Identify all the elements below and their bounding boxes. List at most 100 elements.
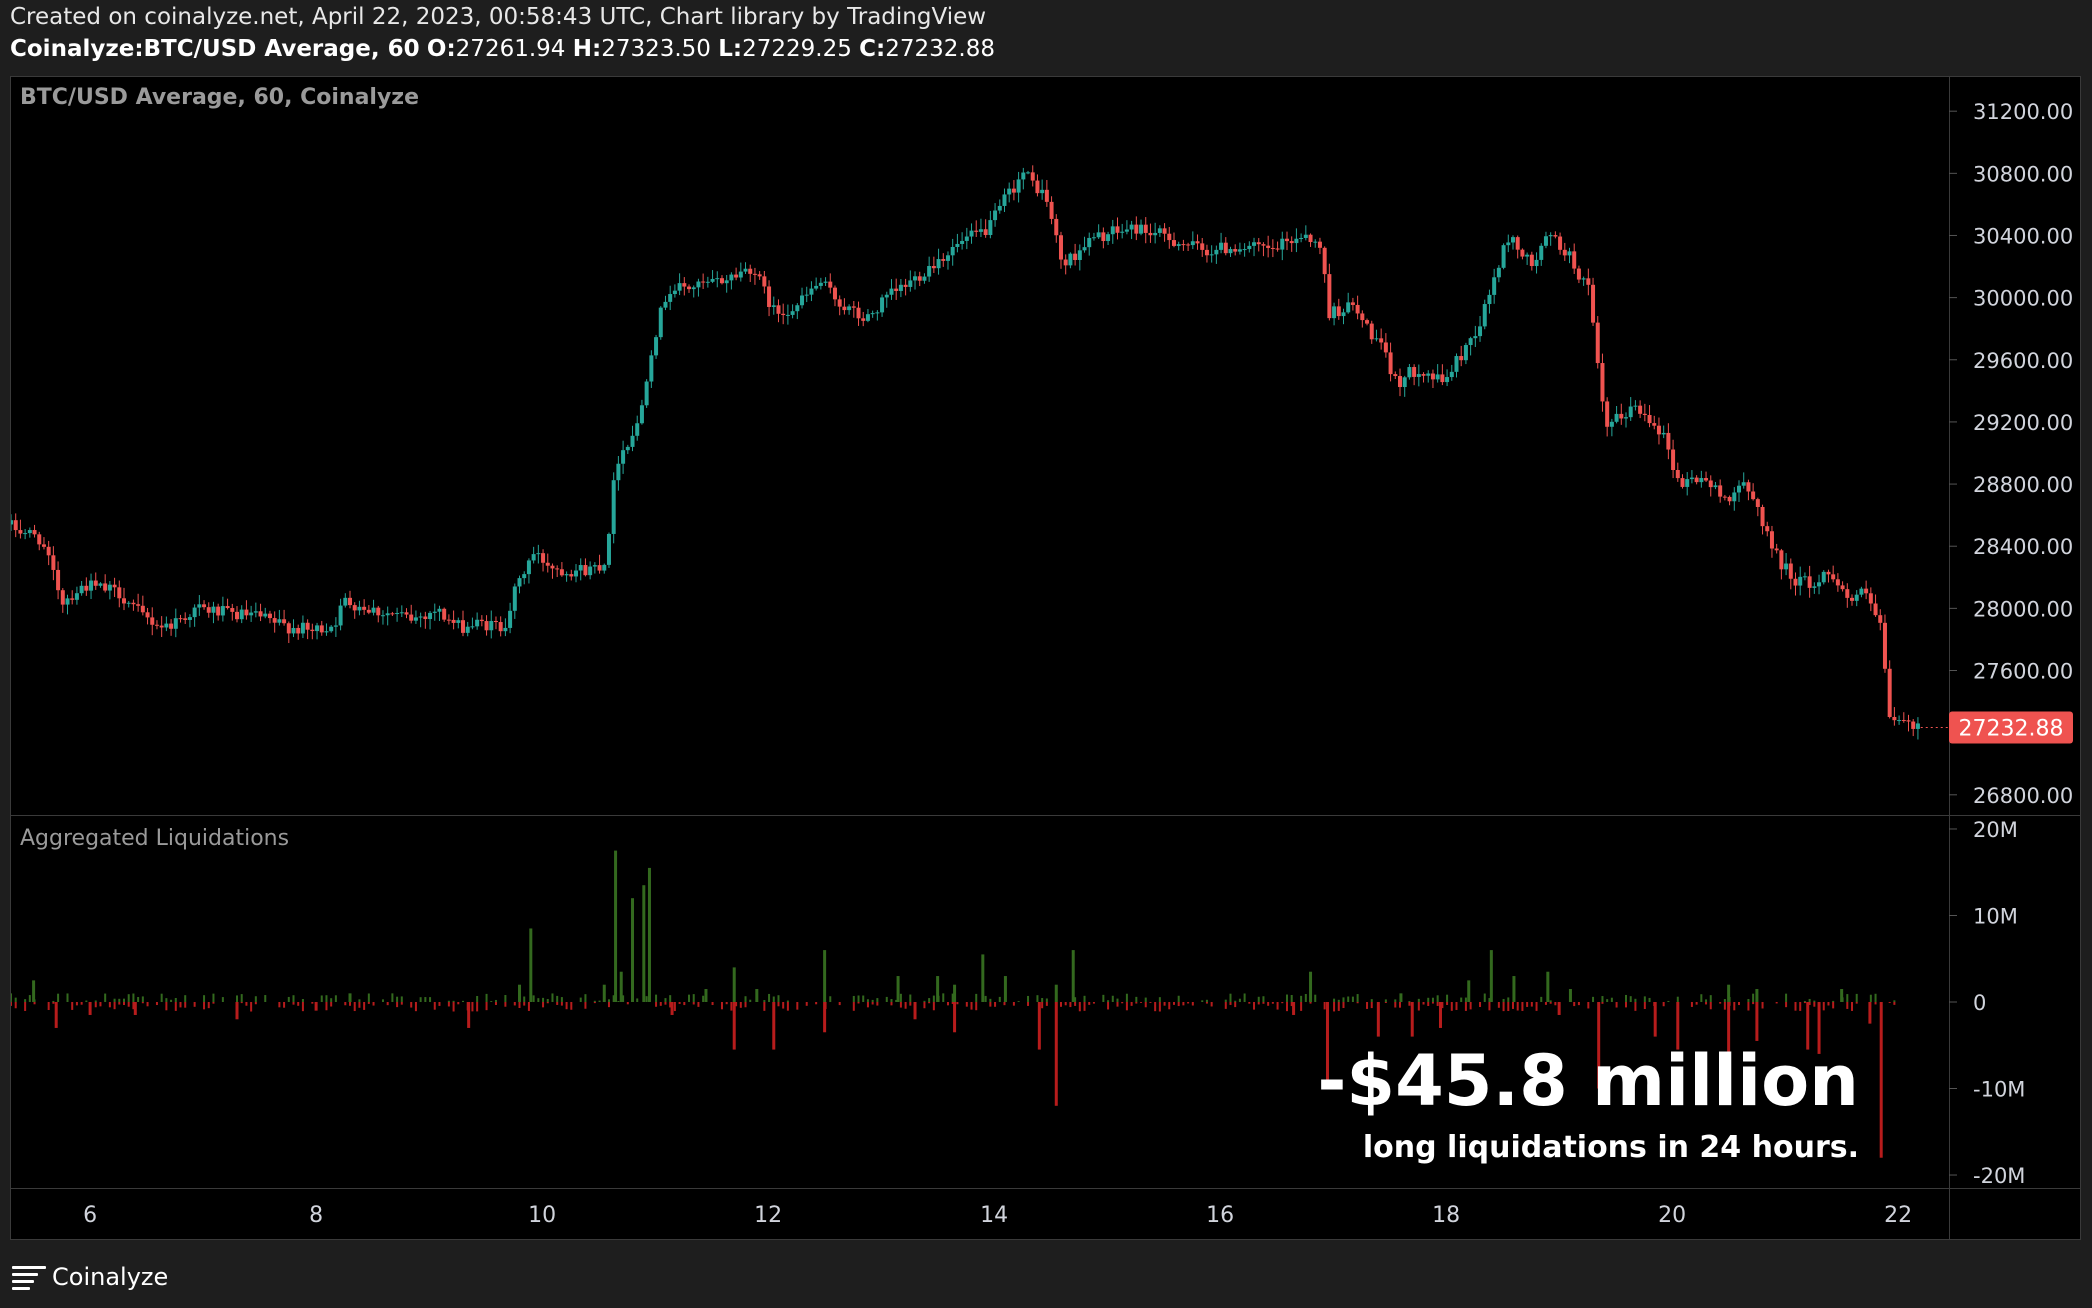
candle — [461, 610, 466, 637]
long-liq-bar — [467, 1002, 471, 1028]
short-liq-bar — [127, 994, 130, 1002]
short-liq-bar — [292, 995, 295, 1002]
long-liq-bar — [1177, 1002, 1180, 1007]
price-pane[interactable] — [11, 77, 1949, 815]
long-liq-bar — [815, 1002, 818, 1005]
candle — [479, 615, 484, 627]
short-liq-bar — [537, 998, 540, 1002]
long-liq-bar — [1408, 1002, 1411, 1006]
short-liq-bar — [1467, 980, 1471, 1002]
price-axis[interactable]: 31200.00 30800.00 30400.00 30000.00 29600.00… — [1949, 100, 2073, 808]
candle — [395, 607, 400, 622]
long-liq-bar — [1761, 1002, 1764, 1009]
short-liq-bar — [857, 995, 860, 1002]
time-axis[interactable]: 6 8 10 12 14 16 18 20 22 — [83, 1203, 1912, 1228]
short-liq-bar — [1309, 971, 1313, 1002]
candle — [333, 617, 338, 637]
candle — [1228, 246, 1233, 257]
short-liq-bar — [749, 999, 752, 1002]
chart-canvas[interactable]: BTC/USD Average, 60, Coinalyze Aggregate… — [11, 77, 2080, 1239]
long-liq-bar — [730, 1002, 733, 1011]
candle — [79, 580, 84, 596]
candle — [202, 600, 207, 610]
long-liq-bar — [11, 1002, 12, 1006]
long-liq-bar — [1690, 1002, 1693, 1007]
candle — [1661, 425, 1666, 439]
liquidation-axis[interactable]: 20M 10M 0 -10M -20M — [1949, 818, 2025, 1188]
candle — [1308, 233, 1313, 247]
short-liq-bar — [1752, 993, 1755, 1002]
long-liq-bar — [1234, 1002, 1237, 1008]
long-liq-bar — [1366, 1002, 1369, 1009]
low-value: 27229.25 — [742, 36, 852, 62]
candle — [1755, 497, 1760, 517]
long-liq-bar — [1149, 1002, 1152, 1003]
long-liq-bar — [367, 1002, 370, 1004]
candle — [1901, 712, 1906, 723]
long-liq-bar — [786, 1002, 789, 1011]
short-liq-bar — [1003, 976, 1007, 1002]
candle — [682, 277, 687, 296]
liq-pane-title: Aggregated Liquidations — [20, 826, 289, 851]
short-liq-bar — [786, 1000, 789, 1002]
long-liq-bar — [71, 1002, 74, 1010]
long-liq-bar — [292, 1002, 295, 1005]
candle — [1534, 252, 1539, 274]
candle — [536, 544, 541, 564]
candle — [1586, 268, 1591, 296]
short-liq-bar — [1229, 993, 1232, 1002]
candle — [371, 599, 376, 616]
brand-name[interactable]: Coinalyze — [52, 1263, 169, 1291]
candle — [1633, 400, 1638, 411]
liquidation-pane[interactable] — [11, 816, 1949, 1128]
candle — [654, 334, 659, 359]
short-liq-bar — [1116, 998, 1119, 1002]
chart-frame[interactable]: BTC/USD Average, 60, Coinalyze Aggregate… — [10, 76, 2081, 1240]
long-liq-bar — [1653, 1002, 1657, 1037]
candle — [1242, 243, 1247, 257]
price-tick-label: 28800.00 — [1973, 473, 2073, 497]
candle — [1195, 234, 1200, 250]
short-liq-bar — [462, 1000, 465, 1002]
candle — [1284, 231, 1289, 251]
candle — [1774, 543, 1779, 554]
candle — [861, 311, 866, 327]
long-liq-bar — [193, 1002, 196, 1007]
long-liq-bar — [909, 1002, 912, 1006]
short-liq-bar — [1337, 999, 1340, 1002]
candle — [484, 615, 489, 636]
long-liq-bar — [14, 1002, 17, 1009]
short-liq-bar — [692, 994, 695, 1002]
liq-tick-label: -20M — [1973, 1164, 2025, 1188]
candle — [277, 609, 282, 626]
candle — [715, 271, 720, 288]
candle — [644, 379, 649, 408]
candle — [964, 227, 969, 250]
candle — [1294, 228, 1299, 253]
candle — [1040, 179, 1045, 200]
candlestick-series — [11, 165, 1949, 740]
menu-icon[interactable] — [12, 1264, 46, 1290]
short-liq-bar — [1601, 996, 1604, 1002]
short-liq-bar — [602, 984, 606, 1002]
long-liq-bar — [155, 1002, 158, 1006]
candle — [1011, 180, 1016, 201]
candle — [1732, 487, 1737, 511]
long-liq-bar — [1422, 1002, 1425, 1005]
candle — [107, 581, 112, 600]
short-liq-bar — [1144, 997, 1147, 1002]
short-liq-bar — [1625, 994, 1627, 1002]
short-liq-bar — [1483, 993, 1486, 1002]
short-liq-bar — [1709, 995, 1712, 1002]
candle — [1143, 217, 1148, 244]
short-liq-bar — [551, 993, 554, 1002]
long-liq-bar — [1497, 1002, 1500, 1008]
candle — [131, 599, 136, 611]
long-liq-bar — [203, 1002, 206, 1010]
long-liq-bar — [1431, 1002, 1434, 1004]
candle — [1261, 242, 1266, 257]
candle — [1897, 715, 1902, 725]
symbol-label: Coinalyze:BTC/USD Average, 60 — [10, 36, 420, 62]
long-liq-bar — [1705, 1002, 1708, 1005]
candle — [936, 248, 941, 275]
